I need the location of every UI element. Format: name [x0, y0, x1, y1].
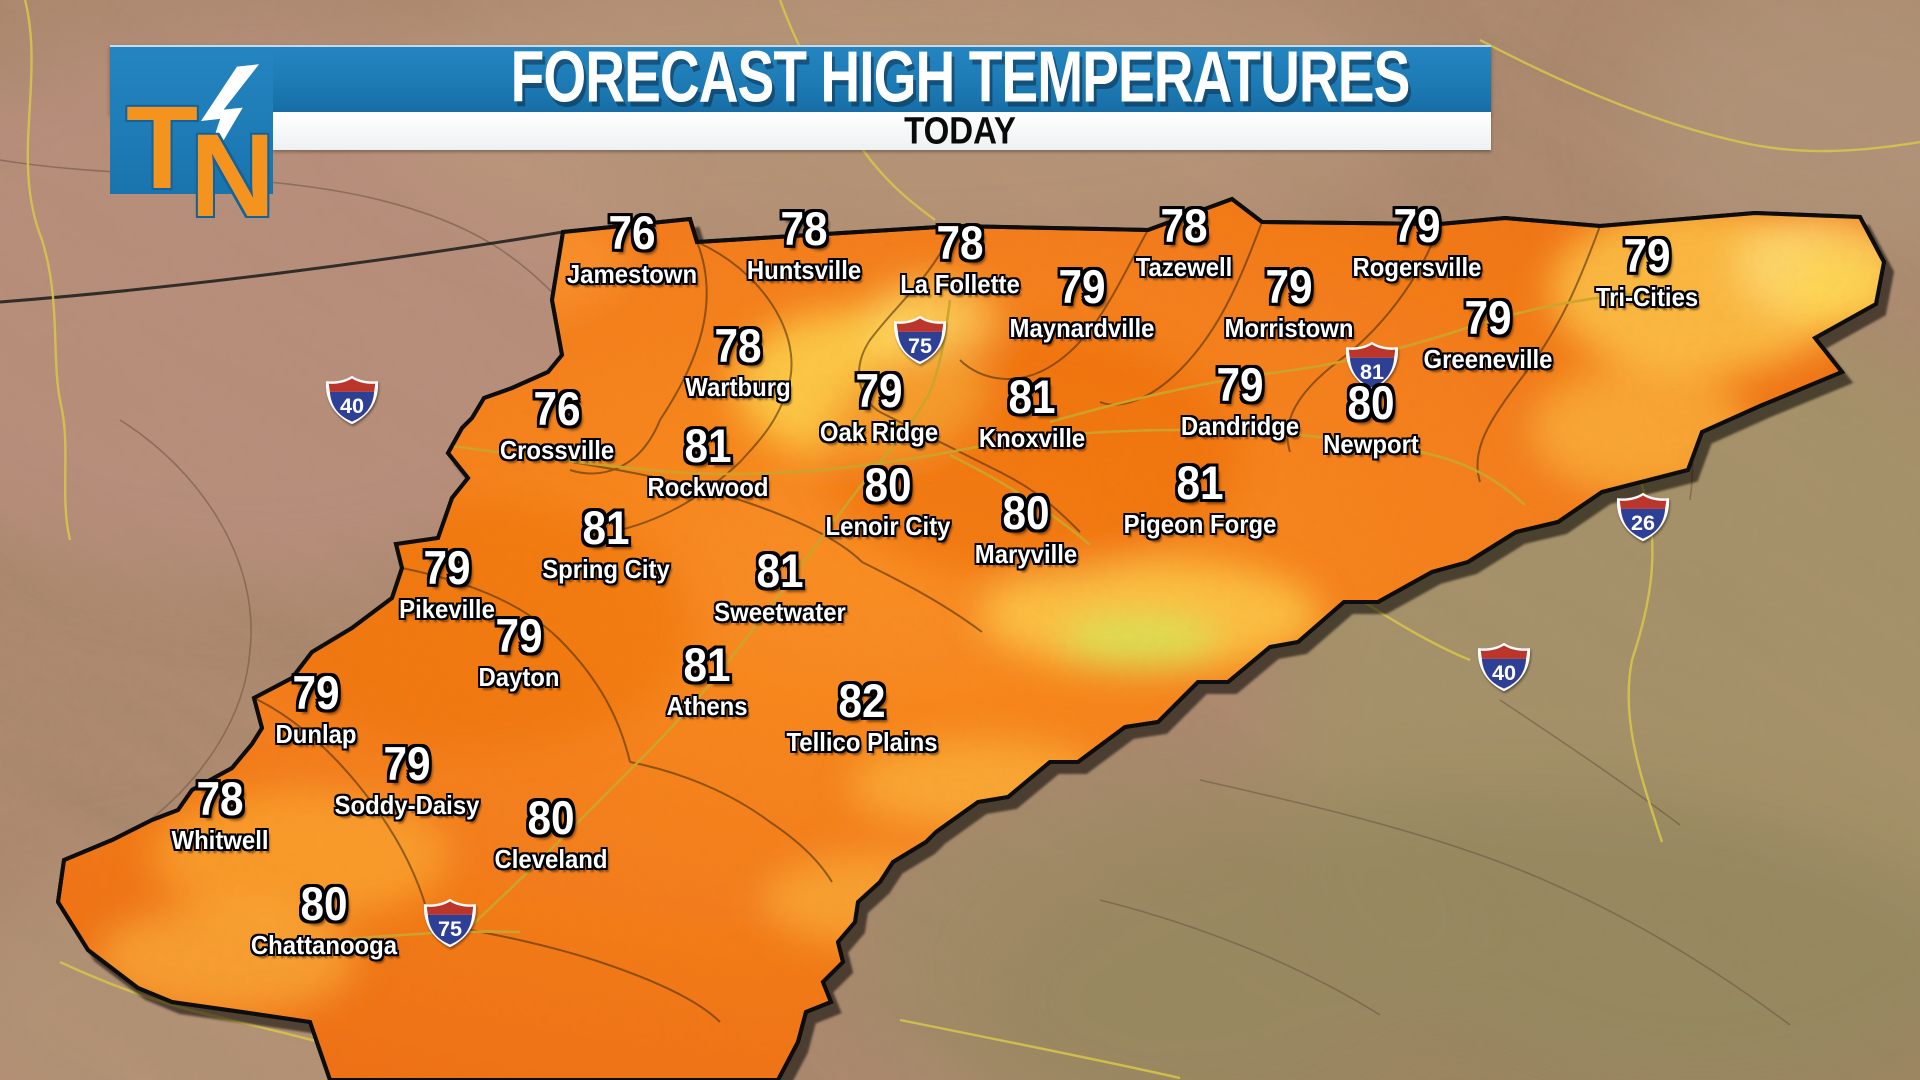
- interstate-shield-icon: 26: [1616, 492, 1670, 542]
- interstate-81-shield: 81: [1345, 341, 1399, 391]
- interstate-75-shield: 75: [423, 898, 477, 948]
- page-title: FORECAST HIGH TEMPERATURES: [510, 36, 1411, 118]
- header-bar: [110, 45, 1491, 114]
- logo-letter-n: N: [190, 110, 276, 242]
- subheader-bar: [273, 112, 1491, 150]
- svg-text:40: 40: [1492, 660, 1516, 685]
- svg-text:75: 75: [438, 916, 462, 941]
- svg-text:26: 26: [1631, 510, 1655, 535]
- interstate-shield-icon: 81: [1345, 341, 1399, 391]
- interstate-shield-icon: 75: [893, 315, 947, 365]
- interstate-40-shield: 40: [1477, 642, 1531, 692]
- interstate-75-shield: 75: [893, 315, 947, 365]
- interstate-shield-icon: 40: [325, 375, 379, 425]
- svg-text:40: 40: [340, 393, 364, 418]
- subtitle: TODAY: [904, 109, 1016, 152]
- interstate-40-shield: 40: [325, 375, 379, 425]
- lightning-bolt-icon: [199, 64, 260, 181]
- interstate-26-shield: 26: [1616, 492, 1670, 542]
- svg-text:75: 75: [908, 333, 932, 358]
- state-border-line: [0, 230, 564, 304]
- county-lines: [253, 221, 1601, 1023]
- svg-text:81: 81: [1360, 359, 1384, 384]
- interstate-shield-icon: 75: [423, 898, 477, 948]
- station-logo: T N: [110, 45, 275, 235]
- interstate-shield-icon: 40: [1477, 642, 1531, 692]
- logo-letter-t: T: [126, 82, 199, 214]
